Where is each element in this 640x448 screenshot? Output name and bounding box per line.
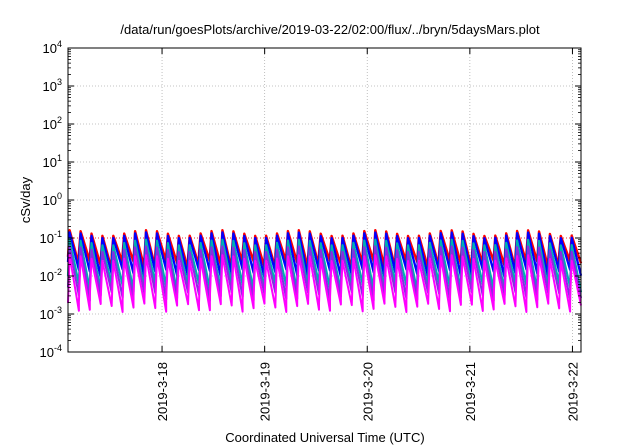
x-axis: 2019-3-18 2019-3-19 2019-3-20 2019-3-21 2019… [155,48,580,421]
y-axis-label: cSv/day [18,176,33,223]
y-tick-label: 101 [43,153,62,170]
y-tick-label: 104 [43,39,62,56]
x-axis-label: Coordinated Universal Time (UTC) [225,430,424,445]
y-tick-label: 10-1 [40,229,62,246]
y-tick-label: 102 [43,115,62,132]
y-tick-label: 10-3 [40,305,62,322]
x-tick-label: 2019-3-21 [463,362,478,421]
x-tick-label: 2019-3-18 [155,362,170,421]
grid-lines [68,48,581,352]
series-group [66,229,583,314]
y-tick-label: 103 [43,77,62,94]
x-tick-label: 2019-3-19 [258,362,273,421]
y-tick-label: 10-2 [40,267,62,284]
plot-frame [67,47,582,353]
chart-title: /data/run/goesPlots/archive/2019-03-22/0… [120,22,540,37]
series-line [67,254,582,314]
y-tick-label: 100 [43,191,62,208]
x-tick-label: 2019-3-22 [565,362,580,421]
x-tick-label: 2019-3-20 [360,362,375,421]
y-tick-label: 10-4 [40,343,62,360]
y-axis: 104 103 102 101 100 10-1 10-2 10-3 10-4 [40,39,581,360]
